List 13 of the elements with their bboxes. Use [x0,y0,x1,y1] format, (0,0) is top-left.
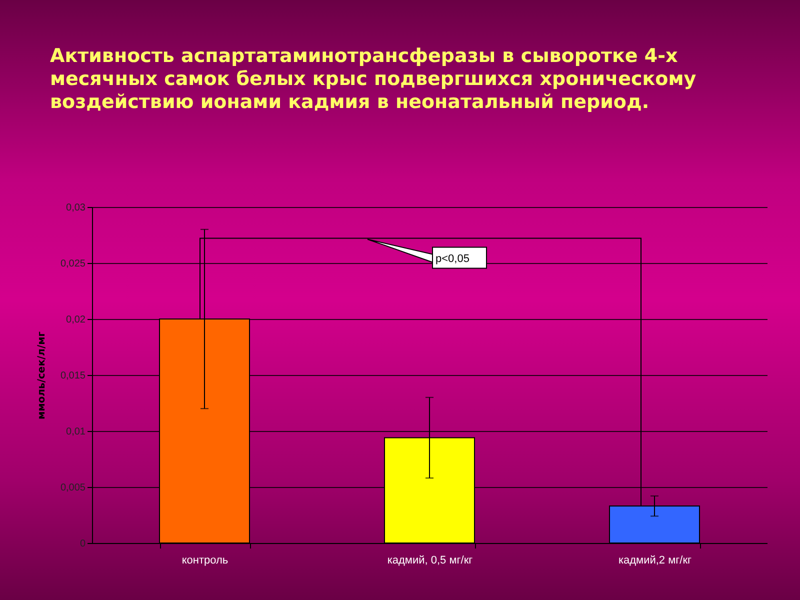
y-tick-label: 0 [80,538,86,550]
y-tick-label: 0,005 [60,482,86,494]
x-tick-label: контроль [182,554,228,566]
y-tick-label: 0,025 [60,258,86,270]
annotation: p<0,05 [436,253,470,266]
y-tick-label: 0,02 [66,314,86,326]
chart-title: Активность аспартатаминотрансферазы в сыворотке 4-х месячных самок белых крыс подвергшихся хроническому воздействию ионами кадмия в неонатальный период. [50,45,697,113]
y-axis-title: ммоль/сек/л/мг [36,331,48,420]
x-tick-label: кадмий, 0,5 мг/кг [387,554,473,566]
x-tick-label: кадмий,2 мг/кг [618,554,692,566]
y-tick-label: 0,01 [66,426,86,438]
y-tick-label: 0,015 [60,370,86,382]
y-tick-label: 0,03 [66,202,86,214]
